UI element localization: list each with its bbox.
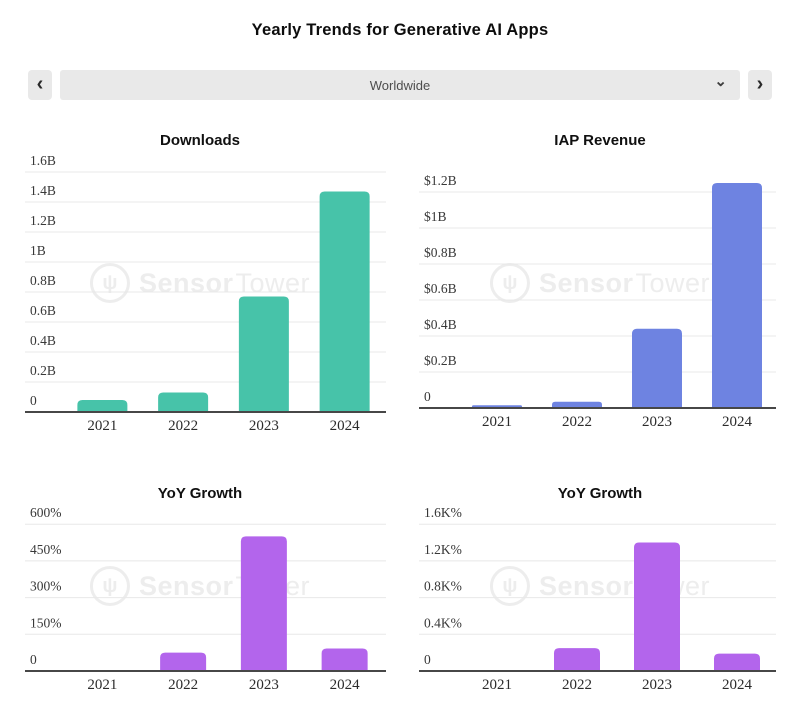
chart-title-yoy-growth-revenue: YoY Growth: [557, 485, 643, 502]
y-tick-label: 1.2K%: [424, 542, 462, 557]
y-tick-label: $0.6B: [424, 281, 457, 296]
y-tick-label: 0.4K%: [424, 615, 462, 630]
x-tick-label: 2021: [87, 418, 117, 434]
x-tick-label: 2021: [482, 677, 512, 693]
x-tick-label: 2023: [642, 677, 672, 693]
sensor-tower-logo-icon: ψ: [89, 263, 130, 303]
bar-2023: [240, 536, 287, 671]
bar-2023: [632, 328, 682, 408]
y-tick-label: 150%: [30, 615, 62, 630]
chart-title-iap-revenue: IAP Revenue: [554, 132, 646, 149]
chart-title-yoy-growth-downloads: YoY Growth: [157, 485, 243, 502]
region-dropdown[interactable]: Worldwide ⌄: [60, 70, 740, 100]
y-tick-label: 0.8B: [30, 273, 56, 288]
y-tick-label: 0.2B: [30, 363, 56, 378]
chart-iap-revenue: IAP Revenue ψ Sensor Tower 0 $0.2B $0.4B $0.…: [400, 127, 800, 440]
bar-2024: [712, 183, 762, 408]
y-tick-label: 450%: [30, 542, 62, 557]
y-tick-label: 1.6B: [30, 155, 56, 168]
x-tick-label: 2024: [330, 418, 361, 434]
prev-region-button[interactable]: ‹: [28, 70, 52, 100]
y-tick-label: 0.6B: [30, 303, 56, 318]
y-tick-label: $0.2B: [424, 353, 457, 368]
y-tick-label: $1B: [424, 209, 447, 224]
y-tick-label: 0.4B: [30, 333, 56, 348]
bar-2022: [554, 648, 600, 671]
bar-2023: [238, 296, 289, 412]
y-tick-label: 0: [30, 652, 37, 667]
x-tick-label: 2023: [249, 677, 279, 693]
bar-2024: [319, 191, 370, 412]
y-tick-label: 0: [424, 389, 431, 404]
y-tick-label: $1.2B: [424, 173, 457, 188]
bar-2024: [321, 648, 368, 671]
x-tick-label: 2021: [482, 414, 512, 430]
x-tick-label: 2022: [562, 677, 592, 693]
y-tick-label: 0.8K%: [424, 579, 462, 594]
sensor-tower-logo-icon: ψ: [89, 566, 130, 606]
x-tick-label: 2023: [249, 418, 279, 434]
bar-2023: [634, 542, 680, 671]
x-tick-label: 2022: [168, 677, 198, 693]
chart-downloads: Downloads ψ Sensor Tower 0 0.2B 0.4B 0.6B 0.8…: [0, 127, 400, 440]
region-selector-row: ‹ Worldwide ⌄ ›: [28, 70, 772, 100]
y-tick-label: 300%: [30, 579, 62, 594]
x-tick-label: 2021: [87, 677, 117, 693]
chart-title-downloads: Downloads: [159, 132, 240, 149]
y-tick-label: $0.8B: [424, 245, 457, 260]
bar-2022: [160, 652, 207, 671]
y-tick-label: 1.2B: [30, 213, 56, 228]
y-tick-label: 0: [424, 652, 431, 667]
chart-canvas-downloads: 0 0.2B 0.4B 0.6B 0.8B 1B 1.2B 1.4B 1.6B 2021 2022 2…: [25, 155, 386, 434]
y-tick-label: 1.4B: [30, 183, 56, 198]
page-title: Yearly Trends for Generative AI Apps: [251, 21, 549, 39]
bar-2021: [77, 400, 128, 412]
y-tick-label: 1B: [30, 243, 46, 258]
x-tick-label: 2023: [642, 414, 672, 430]
chevron-down-icon: ⌄: [714, 73, 727, 90]
y-tick-label: 600%: [30, 508, 62, 520]
bar-2022: [158, 392, 209, 412]
bar-2024: [714, 653, 760, 671]
chart-canvas-iap-revenue: 0 $0.2B $0.4B $0.6B $0.8B $1B $1.2B 2021 2022 202…: [419, 173, 776, 430]
page: Yearly Trends for Generative AI Apps ‹ W…: [0, 19, 800, 728]
y-tick-label: 0: [30, 393, 37, 408]
sensor-tower-logo-icon: ψ: [489, 566, 530, 606]
x-tick-label: 2022: [168, 418, 198, 434]
bar-2022: [552, 401, 602, 408]
x-tick-label: 2022: [562, 414, 592, 430]
charts-grid: Downloads ψ Sensor Tower 0 0.2B 0.4B 0.6B 0.8…: [0, 127, 800, 700]
next-region-button[interactable]: ›: [748, 70, 772, 100]
x-tick-label: 2024: [722, 414, 753, 430]
x-tick-label: 2024: [722, 677, 753, 693]
region-dropdown-label: Worldwide: [369, 77, 431, 93]
y-tick-label: 1.6K%: [424, 508, 462, 520]
chart-canvas-yoy-growth-downloads: 0 150% 300% 450% 600% 2021 2022 2023 2024: [25, 508, 386, 693]
y-tick-label: $0.4B: [424, 317, 457, 332]
chart-canvas-yoy-growth-revenue: 0 0.4K% 0.8K% 1.2K% 1.6K% 2021 2022 2023 2024: [419, 508, 776, 693]
x-tick-label: 2024: [330, 677, 361, 693]
